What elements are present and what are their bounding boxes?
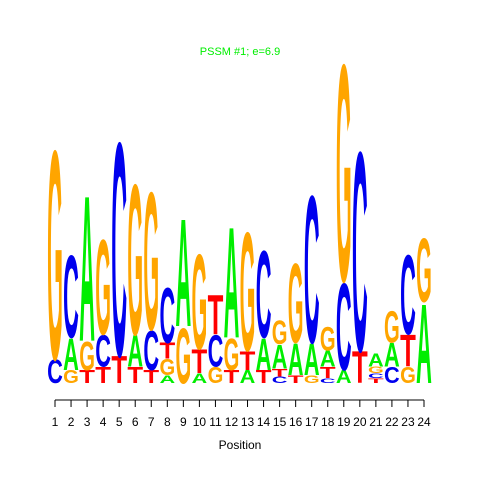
logo-letter: A [127, 326, 143, 376]
logo-letter: A [175, 186, 191, 359]
logo-letter: C [272, 375, 288, 385]
logo-letter: G [192, 227, 208, 378]
logo-letter: G [47, 89, 63, 423]
logo-letter: G [95, 212, 111, 363]
x-tick-label: 23 [401, 415, 415, 429]
logo-letter: C [143, 319, 159, 382]
logo-letter: T [111, 348, 127, 391]
x-tick-label: 22 [385, 415, 399, 429]
logo-letter: C [352, 94, 368, 412]
x-tick-label: 24 [417, 415, 431, 429]
x-axis-label: Position [219, 438, 262, 452]
logo-letter: G [320, 319, 336, 357]
logo-letter: A [79, 152, 95, 385]
logo-letter: A [320, 346, 336, 371]
logo-letter: G [175, 312, 191, 401]
logo-letter: G [400, 363, 416, 388]
logo-letter: T [224, 367, 240, 387]
logo-letter: G [224, 330, 240, 380]
x-tick-label: 21 [369, 415, 383, 429]
x-tick-label: 2 [68, 415, 75, 429]
logo-letter: G [240, 197, 256, 387]
logo-letter: T [288, 373, 304, 386]
logo-letter: T [127, 363, 143, 388]
logo-letter: G [304, 373, 320, 386]
logo-letter: G [368, 365, 384, 375]
logo-letter: C [320, 377, 336, 385]
logo-letter: C [256, 225, 272, 364]
x-tick-label: 6 [132, 415, 139, 429]
logo-letter: A [288, 335, 304, 385]
logo-letter: G [208, 363, 224, 388]
logo-letter: T [272, 366, 288, 379]
x-tick-label: 17 [305, 415, 319, 429]
logo-letter: T [256, 367, 272, 387]
logo-letter: T [320, 364, 336, 382]
x-tick-label: 5 [116, 415, 123, 429]
chart-title: PSSM #1; e=6.9 [200, 46, 280, 58]
x-tick-label: 15 [273, 415, 287, 429]
logo-letter: T [208, 283, 224, 346]
logo-letter: A [159, 373, 175, 386]
logo-letter: G [272, 313, 288, 351]
logo-letter: G [127, 139, 143, 380]
x-tick-label: 4 [100, 415, 107, 429]
logo-letter: A [192, 371, 208, 386]
logo-letter: A [304, 335, 320, 385]
logo-letter: A [224, 195, 240, 372]
logo-letter: C [368, 372, 384, 380]
logo-letter: G [159, 355, 175, 380]
x-tick-label: 3 [84, 415, 91, 429]
logo-letter: T [400, 326, 416, 376]
logo-letter: C [63, 232, 79, 363]
logo-letter: T [159, 338, 175, 363]
logo-letter: T [192, 342, 208, 380]
x-tick-label: 18 [321, 415, 335, 429]
logo-letter: G [416, 221, 432, 322]
logo-letter: G [288, 239, 304, 366]
logo-letter: G [63, 367, 79, 387]
logo-letter: T [143, 367, 159, 387]
logo-letter: T [368, 377, 384, 385]
logo-letter: C [384, 363, 400, 388]
x-tick-label: 7 [148, 415, 155, 429]
x-tick-label: 8 [164, 415, 171, 429]
logo-letter: C [336, 257, 352, 396]
logo-letter: G [143, 153, 159, 372]
logo-letter: C [400, 231, 416, 358]
x-tick-label: 1 [52, 415, 59, 429]
x-tick-label: 9 [180, 415, 187, 429]
logo-letter: A [368, 351, 384, 371]
x-tick-label: 12 [225, 415, 239, 429]
x-tick-label: 20 [353, 415, 367, 429]
logo-letter: G [384, 302, 400, 352]
logo-letter: A [63, 330, 79, 380]
logo-letter: G [79, 334, 95, 379]
logo-letter: A [272, 337, 288, 375]
logo-letter: A [416, 280, 432, 407]
logo-letter: T [352, 343, 368, 393]
x-tick-label: 19 [337, 415, 351, 429]
x-tick-label: 14 [257, 415, 271, 429]
x-tick-label: 16 [289, 415, 303, 429]
logo-letter: T [95, 363, 111, 388]
logo-letter: C [111, 80, 127, 421]
logo-letter: C [304, 152, 320, 387]
x-tick-label: 10 [193, 415, 207, 429]
logo-letter: C [47, 352, 63, 390]
logo-letter: C [159, 271, 175, 360]
logo-letter: C [208, 326, 224, 376]
x-tick-label: 11 [209, 415, 222, 429]
logo-letter: A [384, 336, 400, 374]
logo-letter: A [256, 330, 272, 380]
logo-letter: A [336, 367, 352, 387]
logo-letter: T [79, 367, 95, 387]
x-tick-label: 13 [241, 415, 255, 429]
logo-letter: G [336, 0, 352, 346]
logo-letter: C [95, 326, 111, 376]
logo-letter: T [240, 345, 256, 375]
logo-letter: A [240, 367, 256, 387]
